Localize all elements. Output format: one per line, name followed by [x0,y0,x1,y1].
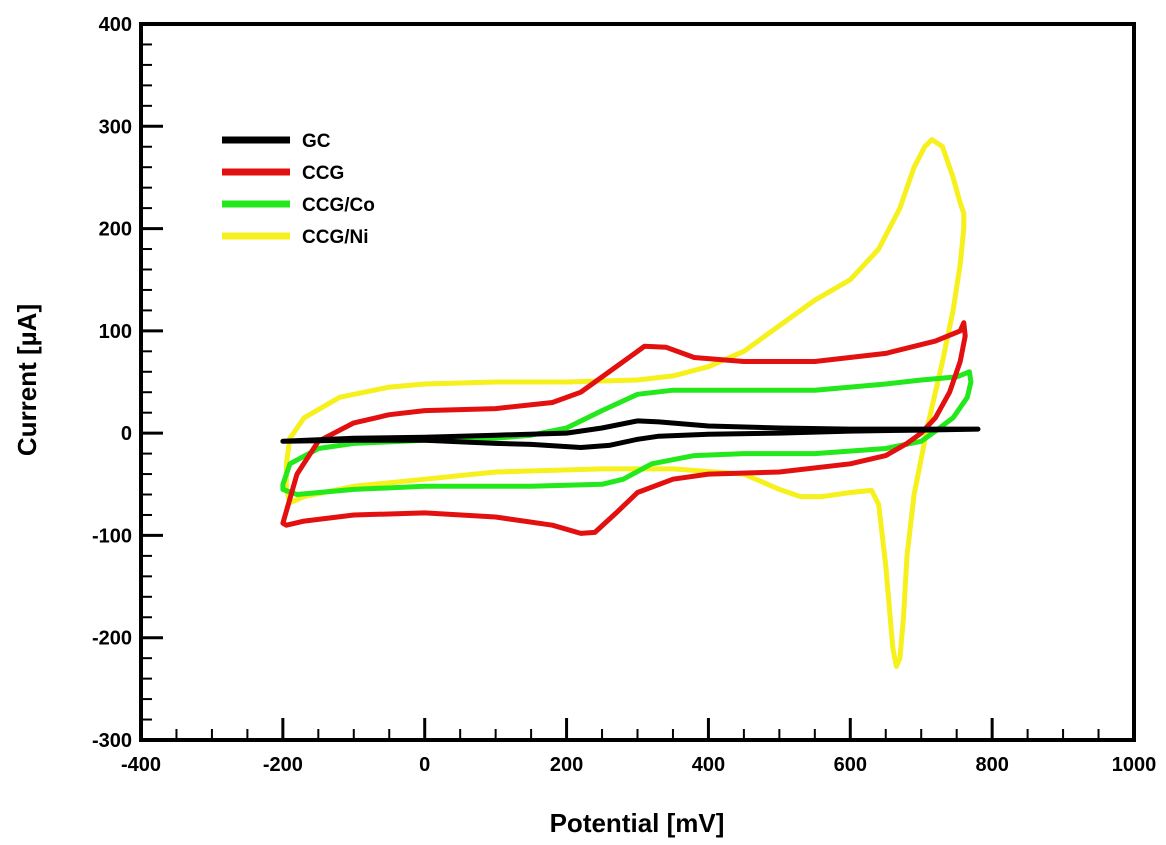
y-tick-label: 200 [99,219,132,241]
tick-labels: -400 -200 0 200 400 600 800 1000 -300 -200 -100 0 10… [92,14,1156,776]
x-tick-label: 200 [550,754,583,776]
x-tick-label: 1000 [1112,754,1157,776]
series-line-ccg [280,320,968,536]
x-tick-label: 0 [419,754,430,776]
x-tick-label: 600 [834,754,867,776]
x-tick-label: -400 [121,754,161,776]
series-line-gc [280,418,981,450]
x-tick-label: 400 [692,754,725,776]
x-tick-label: -200 [263,754,303,776]
y-tick-label: -300 [92,730,132,752]
series-line-ccg-ni [283,137,967,669]
y-tick-label: 0 [121,423,132,445]
y-tick-label: 300 [99,116,132,138]
y-axis-title: Current [µA] [12,304,42,456]
y-tick-label: -200 [92,628,132,650]
legend: GC CCG CCG/Co CCG/Ni [222,131,375,248]
legend-label: GC [302,131,331,152]
y-tick-label: -100 [92,525,132,547]
axis-ticks [139,22,1136,742]
x-axis-title: Potential [mV] [550,808,725,838]
legend-label: CCG [302,163,344,184]
y-tick-label: 100 [99,321,132,343]
legend-label: CCG/Co [302,195,375,216]
legend-label: CCG/Ni [302,227,369,248]
series-lines [280,137,981,669]
x-tick-label: 800 [975,754,1008,776]
y-tick-label: 400 [99,14,132,36]
